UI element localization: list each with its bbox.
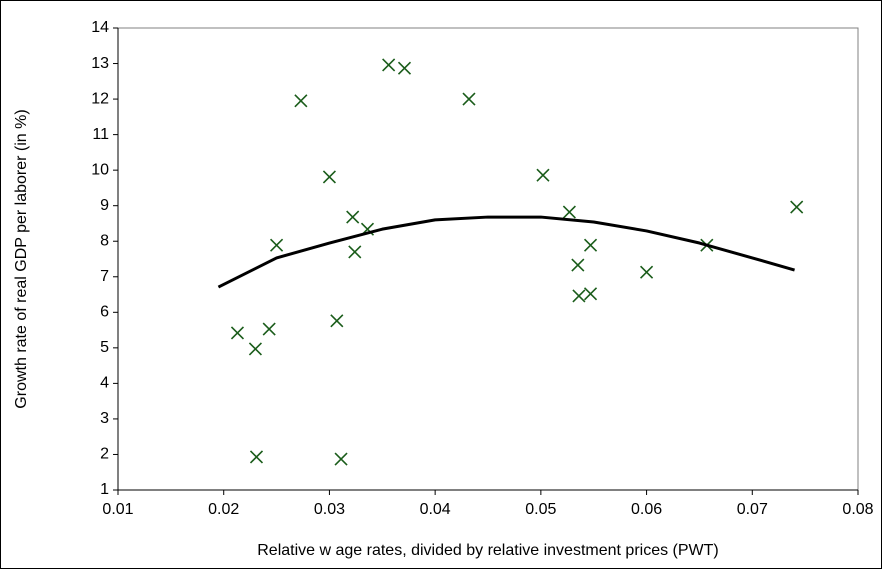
y-tick-label: 7 — [100, 268, 109, 285]
y-tick-label: 4 — [100, 375, 109, 392]
y-tick-label: 5 — [100, 339, 109, 356]
y-tick-label: 13 — [91, 55, 109, 72]
y-tick-label: 9 — [100, 197, 109, 214]
x-tick-label: 0.01 — [102, 501, 133, 518]
scatter-point — [583, 238, 598, 252]
scatter-point — [230, 326, 245, 340]
scatter-point — [346, 210, 360, 224]
scatter-point — [562, 205, 576, 219]
y-tick-label: 10 — [91, 161, 109, 178]
scatter-point — [536, 168, 550, 182]
x-tick-label: 0.06 — [631, 501, 662, 518]
y-tick-label: 14 — [91, 19, 109, 36]
y-tick-label: 6 — [100, 304, 109, 321]
trend-line — [217, 215, 795, 289]
scatter-point — [462, 92, 476, 106]
scatter-point — [571, 258, 585, 272]
scatter-point — [790, 200, 804, 214]
x-tick-label: 0.02 — [208, 501, 239, 518]
y-axis-label: Growth rate of real GDP per laborer (in … — [13, 109, 30, 408]
y-tick-label: 2 — [100, 446, 109, 463]
scatter-point — [270, 238, 284, 252]
scatter-point — [330, 314, 344, 328]
y-tick-label: 3 — [100, 410, 109, 427]
scatter-point — [382, 58, 396, 72]
x-axis-label: Relative w age rates, divided by relativ… — [257, 542, 719, 559]
scatter-point — [334, 452, 348, 466]
x-tick-label: 0.03 — [314, 501, 345, 518]
x-tick-label: 0.04 — [420, 501, 451, 518]
scatter-point — [322, 170, 336, 184]
y-tick-label: 8 — [100, 232, 109, 249]
scatter-point — [572, 289, 586, 303]
scatter-point — [262, 322, 276, 336]
scatter-point — [248, 342, 262, 356]
x-tick-label: 0.05 — [525, 501, 556, 518]
x-tick-label: 0.08 — [842, 501, 873, 518]
scatter-point — [348, 245, 362, 259]
scatter-point — [249, 450, 264, 464]
scatter-point — [583, 287, 598, 301]
y-tick-label: 11 — [92, 126, 109, 143]
scatter-point — [294, 94, 308, 108]
y-tick-label: 12 — [91, 90, 109, 107]
x-tick-label: 0.07 — [737, 501, 768, 518]
scatter-point — [640, 265, 654, 279]
y-tick-label: 1 — [100, 481, 109, 498]
scatter-point — [397, 61, 412, 75]
